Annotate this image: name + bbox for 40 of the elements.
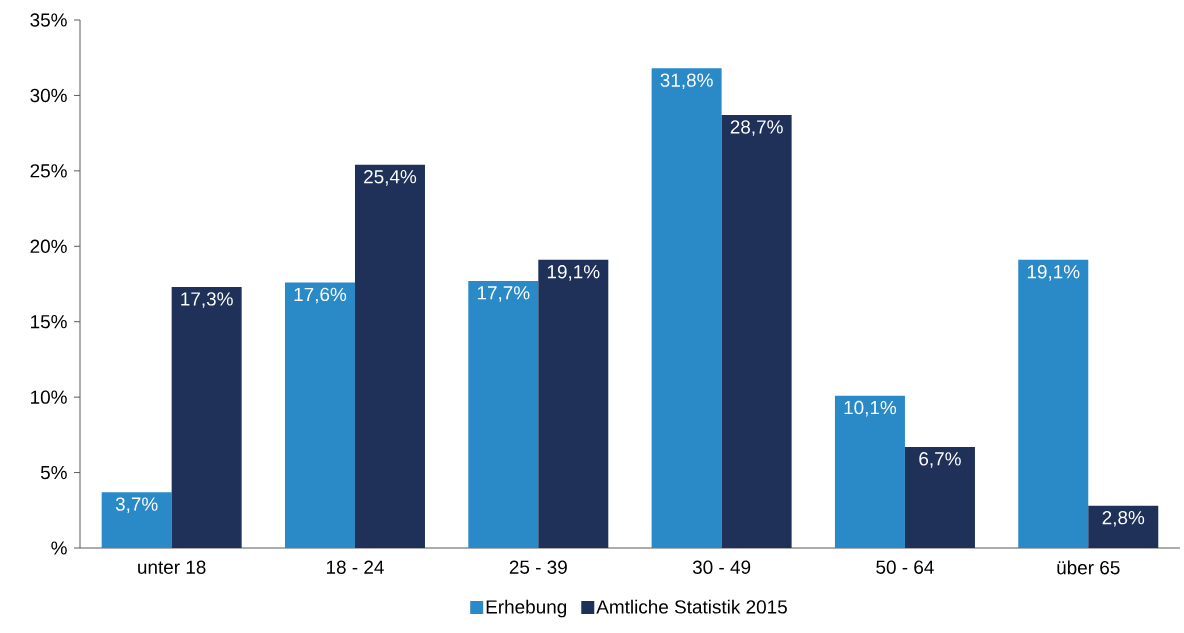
data-label: 10,1% — [844, 400, 897, 417]
data-label: 25,4% — [364, 170, 417, 186]
data-label: 28,7% — [730, 120, 783, 136]
x-tick-label: 30 - 49 — [692, 560, 751, 574]
bar — [1018, 259, 1089, 548]
data-label: 6,7% — [919, 452, 961, 468]
y-tick-label: 25% — [30, 164, 67, 178]
x-tick-label: über 65 — [1057, 560, 1120, 575]
data-label: 17,6% — [294, 287, 347, 304]
bar — [284, 282, 355, 548]
data-label: 17,7% — [477, 286, 530, 302]
bar — [721, 115, 792, 548]
bar — [904, 446, 975, 548]
x-tick-label: 18 - 24 — [326, 560, 384, 574]
data-label: 3,7% — [115, 497, 158, 514]
data-label: 17,3% — [181, 292, 233, 308]
x-tick-label: 25 - 39 — [509, 560, 567, 574]
y-tick-label: 15% — [31, 315, 67, 329]
bar — [468, 280, 539, 548]
bar — [101, 492, 172, 548]
y-tick-label: 5% — [40, 465, 67, 480]
y-tick-label: 10% — [31, 390, 67, 404]
legend-label: Amtliche Statistik 2015 — [596, 599, 787, 614]
y-tick-label: 20% — [30, 239, 67, 253]
y-tick-label: 30% — [30, 88, 67, 103]
data-label: 31,8% — [660, 73, 713, 90]
bar — [354, 164, 425, 548]
x-tick-label: 50 - 64 — [876, 560, 934, 574]
data-label: 2,8% — [1102, 510, 1145, 527]
bar — [651, 68, 722, 548]
bar — [1088, 505, 1159, 548]
data-label: 19,1% — [547, 265, 600, 281]
y-tick-label: % — [51, 541, 67, 555]
legend-label: Erhebung — [486, 599, 567, 618]
bar — [834, 395, 905, 548]
bar — [538, 259, 609, 548]
y-tick-label: 35% — [30, 13, 67, 27]
x-tick-label: unter 18 — [138, 560, 206, 574]
data-label: 19,1% — [1027, 265, 1080, 281]
bar — [171, 287, 242, 548]
